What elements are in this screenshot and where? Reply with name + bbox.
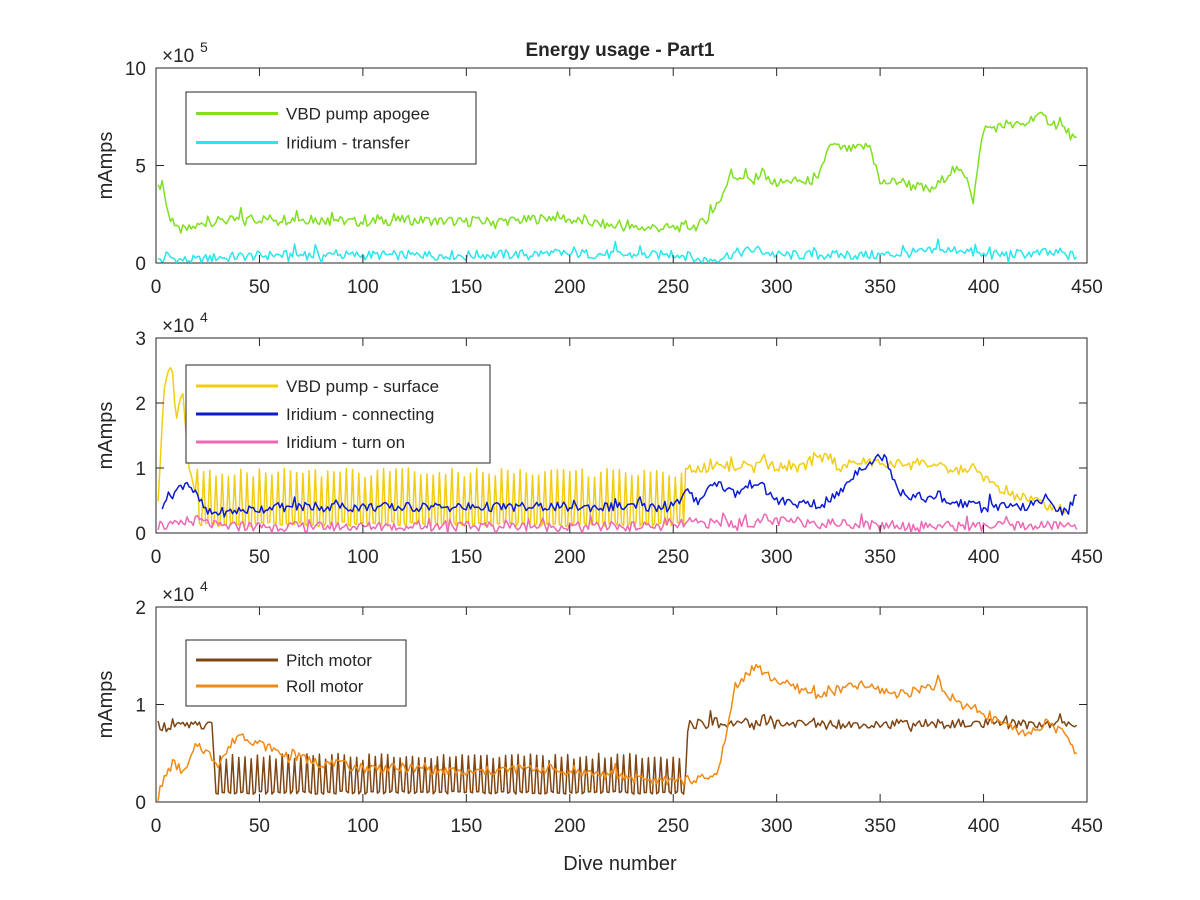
x-tick-label: 350 [864,816,896,837]
y-tick-label: 5 [135,157,146,178]
y-multiplier: ×10 [162,316,194,337]
x-tick-label: 300 [761,547,793,568]
x-tick-label: 400 [968,277,1000,298]
x-tick-label: 200 [554,816,586,837]
x-tick-label: 300 [761,277,793,298]
legend-label: VBD pump - surface [286,377,439,396]
x-tick-label: 0 [151,816,162,837]
panel-3: 0 50 100 150 200 250 300 350 400 450 0 1 2 ×10 4 mAmps P… [95,578,1103,837]
x-tick-label: 200 [554,547,586,568]
y-tick-label: 2 [135,598,146,619]
x-tick-label: 100 [347,547,379,568]
y-axis-label: mAmps [95,402,117,470]
legend-label: Pitch motor [286,651,372,670]
x-tick-label: 50 [249,547,270,568]
y-tick-label: 0 [135,793,146,814]
legend-box [185,639,407,707]
legend-label: Iridium - connecting [286,405,434,424]
x-tick-label: 200 [554,277,586,298]
legend-label: Iridium - turn on [286,433,405,452]
y-tick-label: 1 [135,459,146,480]
y-tick-label: 3 [135,329,146,350]
y-multiplier: ×10 [162,585,194,606]
x-tick-label: 350 [864,547,896,568]
series-line-3-1 [157,709,1078,795]
x-tick-label: 450 [1071,547,1103,568]
series-line-2-3 [157,512,1078,533]
legend: VBD pump - surface Iridium - connecting Ir… [185,364,491,464]
legend: Pitch motor Roll motor [185,639,407,707]
y-tick-label: 2 [135,394,146,415]
series-line-2-2 [161,453,1077,518]
legend-box [185,91,477,165]
legend-label: Roll motor [286,677,364,696]
x-tick-label: 250 [657,816,689,837]
x-tick-label: 250 [657,547,689,568]
y-multiplier-exponent: 4 [200,309,208,325]
y-tick-label: 0 [135,524,146,545]
x-tick-label: 450 [1071,277,1103,298]
y-tick-label: 1 [135,696,146,717]
y-multiplier-exponent: 4 [200,578,208,594]
x-tick-label: 100 [347,816,379,837]
x-tick-label: 150 [450,277,482,298]
x-tick-label: 0 [151,277,162,298]
x-tick-label: 150 [450,816,482,837]
x-tick-label: 150 [450,547,482,568]
y-axis-label: mAmps [95,671,117,739]
series-line-1-2 [157,238,1078,263]
x-tick-label: 250 [657,277,689,298]
x-axis-label: Dive number [563,853,677,875]
y-multiplier-exponent: 5 [200,39,208,55]
y-tick-label: 10 [125,59,146,80]
x-tick-label: 350 [864,277,896,298]
x-tick-label: 50 [249,816,270,837]
x-tick-label: 300 [761,816,793,837]
x-tick-label: 50 [249,277,270,298]
panel-1: 0 50 100 150 200 250 300 350 400 450 0 5 10 ×10 5 mAmps… [95,39,1103,298]
x-tick-label: 400 [968,816,1000,837]
x-tick-label: 0 [151,547,162,568]
panel-2: 0 50 100 150 200 250 300 350 400 450 0 1 2 3 ×10 4 mAmps… [95,309,1103,568]
x-tick-label: 400 [968,547,1000,568]
figure-title: Energy usage - Part1 [525,40,714,61]
x-tick-label: 450 [1071,816,1103,837]
y-axis-label: mAmps [95,132,117,200]
legend: VBD pump apogee Iridium - transfer [185,91,477,165]
legend-label: VBD pump apogee [286,105,430,124]
series-line-1-1 [157,111,1077,234]
series-line-2-1 [157,366,1067,528]
y-multiplier: ×10 [162,46,194,67]
series-line-3-2 [157,663,1077,802]
y-tick-label: 0 [135,254,146,275]
legend-label: Iridium - transfer [286,134,410,153]
x-tick-label: 100 [347,277,379,298]
